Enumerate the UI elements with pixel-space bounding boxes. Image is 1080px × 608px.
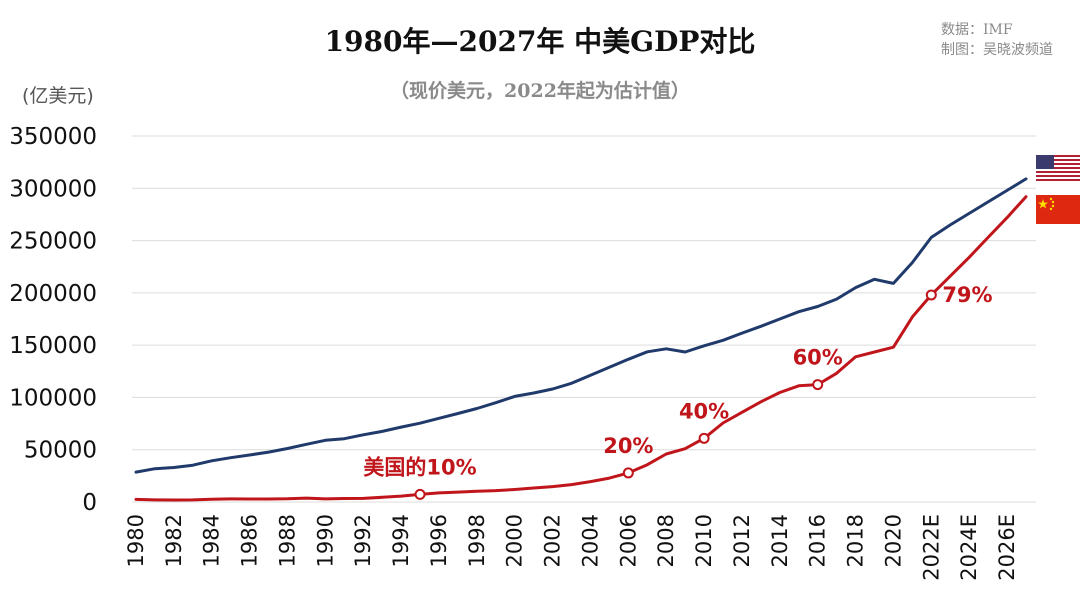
x-tick-label: 2002	[541, 514, 565, 567]
x-tick-label: 1990	[313, 514, 337, 567]
x-tick-label: 2010	[692, 514, 716, 567]
annotation-marker	[698, 432, 710, 444]
y-tick-label: 100000	[9, 385, 97, 411]
annotation-marker	[925, 289, 937, 301]
y-axis-ticks: 0 50000 100000 150000 200000 250000 300000 3500…	[9, 124, 97, 516]
annotation-marker	[812, 379, 824, 391]
y-tick-label: 250000	[9, 229, 97, 255]
y-tick-label: 0	[82, 490, 97, 516]
author-label: 制图：吴晓波频道	[941, 42, 1053, 58]
us-flag-icon	[1036, 155, 1080, 181]
x-tick-label: 2018	[844, 514, 868, 567]
y-tick-label: 300000	[9, 176, 97, 202]
x-tick-label: 2012	[730, 514, 754, 567]
china-gdp-line	[134, 195, 1028, 502]
y-tick-label: 350000	[9, 124, 97, 150]
annotation-label: 20%	[603, 434, 653, 458]
x-tick-label: 2000	[503, 514, 527, 567]
x-tick-label: 1984	[200, 514, 224, 567]
y-tick-label: 200000	[9, 281, 97, 307]
annotation-label: 60%	[793, 346, 843, 370]
x-tick-label: 1996	[427, 514, 451, 567]
x-tick-label: 2020	[881, 514, 905, 567]
x-tick-label: 1986	[238, 514, 262, 567]
annotation-label: 40%	[679, 399, 729, 423]
x-tick-label: 1980	[124, 514, 148, 567]
gridlines	[132, 135, 1036, 503]
chart-subtitle: （现价美元，2022年起为估计值）	[390, 79, 690, 102]
source-label: 数据：IMF	[941, 22, 1013, 38]
annotation-label: 79%	[942, 283, 992, 307]
x-tick-label: 1988	[275, 514, 299, 567]
x-tick-label: 2024E	[957, 514, 981, 581]
x-tick-label: 2008	[654, 514, 678, 567]
annotations: 美国的10% 20% 40% 60% 79%	[363, 283, 993, 500]
x-tick-label: 2014	[768, 514, 792, 567]
china-flag-icon	[1036, 195, 1080, 224]
x-tick-label: 2026E	[995, 514, 1019, 581]
chart-title: 1980年—2027年 中美GDP对比	[325, 25, 756, 58]
x-tick-label: 1992	[351, 514, 375, 567]
x-tick-label: 2016	[806, 514, 830, 567]
x-tick-label: 2006	[616, 514, 640, 567]
x-axis-ticks: 1980 1982 1984 1986 1988 1990 1992 1994 1996 1998…	[124, 514, 1019, 581]
x-tick-label: 2004	[578, 514, 602, 567]
series-lines	[134, 177, 1028, 502]
x-tick-label: 1998	[465, 514, 489, 567]
x-tick-label: 1982	[162, 514, 186, 567]
x-tick-label: 1994	[389, 514, 413, 567]
annotation-label: 美国的10%	[363, 455, 476, 479]
annotation-marker	[622, 467, 634, 479]
us-gdp-line	[134, 177, 1028, 474]
y-tick-label: 150000	[9, 333, 97, 359]
annotation-marker	[414, 488, 426, 500]
y-axis-unit-label: (亿美元)	[22, 85, 94, 107]
x-tick-label: 2022E	[919, 514, 943, 581]
y-tick-label: 50000	[24, 438, 97, 464]
